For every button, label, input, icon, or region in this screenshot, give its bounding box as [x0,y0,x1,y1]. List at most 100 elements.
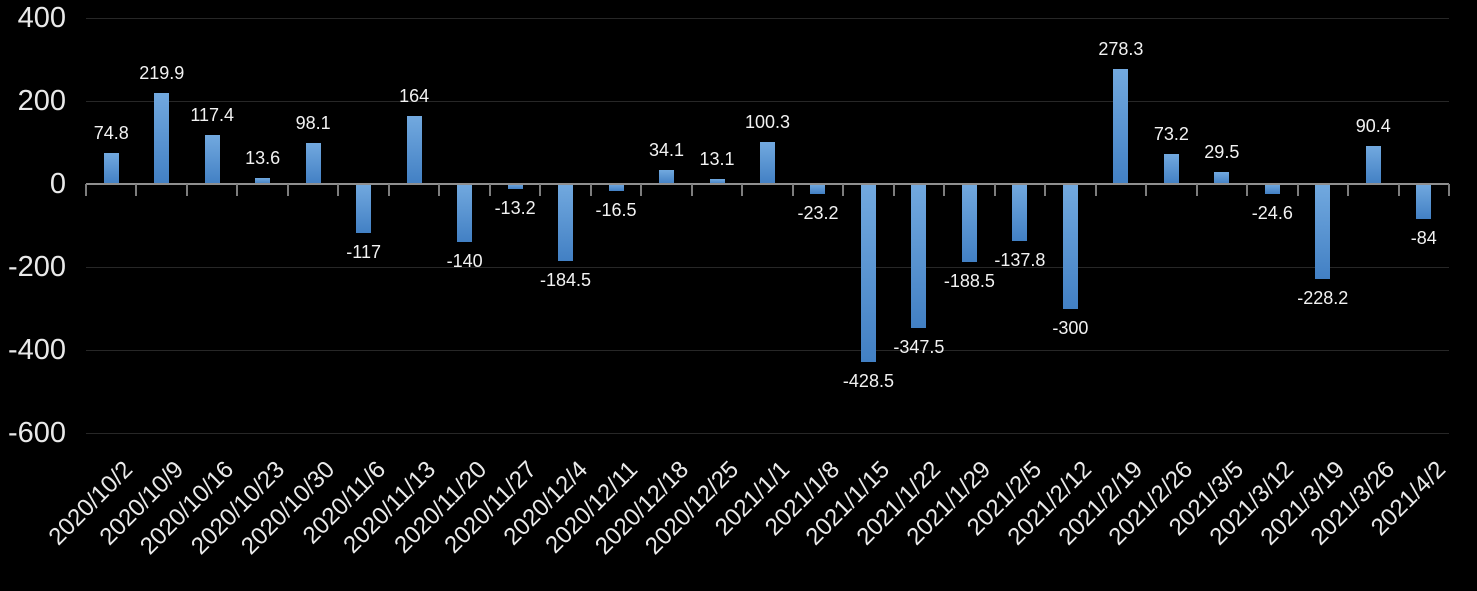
bar[interactable] [558,184,574,261]
bar[interactable] [810,184,826,194]
category-tick [1297,184,1299,196]
category-tick [792,184,794,196]
category-tick [1044,184,1046,196]
category-tick [236,184,238,196]
category-tick [388,184,390,196]
bar-data-label: -13.2 [494,198,536,219]
bar[interactable] [1214,171,1230,184]
category-tick [590,184,592,196]
bar-data-label: -16.5 [595,199,637,220]
category-tick [943,184,945,196]
bar[interactable] [356,184,372,233]
category-tick [1448,184,1450,196]
bar-data-label: -117 [346,241,381,262]
category-tick [842,184,844,196]
bar-data-label: 219.9 [139,62,185,83]
bar-data-label: 278.3 [1098,38,1144,59]
bar[interactable] [911,184,927,329]
bar[interactable] [1062,184,1078,309]
category-tick [186,184,188,196]
bar-data-label: -24.6 [1251,203,1293,224]
y-gridline [86,433,1449,434]
zero-axis-line [86,183,1449,185]
bar-data-label: 29.5 [1204,141,1240,162]
bar-data-label: -188.5 [943,271,995,292]
bar[interactable] [608,184,624,191]
bar[interactable] [659,169,675,184]
bar[interactable] [204,135,220,184]
category-tick [337,184,339,196]
y-axis-tick-label: 200 [17,85,66,117]
bar[interactable] [1365,146,1381,184]
category-tick [85,184,87,196]
category-tick [1347,184,1349,196]
category-tick [539,184,541,196]
y-axis-tick-label: 400 [17,2,66,34]
bar[interactable] [709,178,725,184]
bar[interactable] [1315,184,1331,279]
bar-data-label: 164 [399,85,430,106]
category-tick [741,184,743,196]
category-tick [1398,184,1400,196]
bar[interactable] [103,152,119,184]
bar[interactable] [1163,153,1179,184]
bar-data-label: -347.5 [893,337,945,358]
category-tick [893,184,895,196]
bar-data-label: 13.1 [699,148,735,169]
bar-data-label: -428.5 [842,370,894,391]
bar-data-label: 74.8 [93,122,129,143]
bar-data-label: 117.4 [190,105,235,126]
bar[interactable] [457,184,473,243]
bar[interactable] [1416,184,1432,219]
bar-data-label: 100.3 [744,112,791,133]
y-axis-tick-label: -200 [7,251,66,283]
bar-data-label: 13.6 [245,148,281,169]
category-tick [691,184,693,196]
bar[interactable] [305,143,321,184]
bar-data-label: -23.2 [797,202,839,223]
bar-data-label: -228.2 [1297,287,1349,308]
y-gridline [86,267,1449,268]
y-axis-tick-label: -400 [7,334,66,366]
bar[interactable] [1264,184,1280,195]
bar-data-label: -300 [1052,317,1089,338]
bar-data-label: 98.1 [295,113,331,134]
bar-data-label: 34.1 [649,139,685,160]
category-tick [135,184,137,196]
y-axis-tick-label: -600 [7,417,66,449]
bar[interactable] [507,184,523,190]
category-tick [489,184,491,196]
bar[interactable] [154,92,170,184]
category-tick [1196,184,1198,196]
y-gridline [86,350,1449,351]
bar-data-label: -184.5 [540,269,592,290]
category-tick [1145,184,1147,196]
bar-data-label: -137.8 [994,250,1046,271]
category-tick [438,184,440,196]
bar[interactable] [255,178,271,184]
bar[interactable] [406,115,422,184]
bar[interactable] [760,142,775,184]
bar[interactable] [860,184,876,362]
category-tick [994,184,996,196]
category-tick [640,184,642,196]
bar-data-label: -84 [1410,227,1437,248]
bar-data-label: 90.4 [1355,116,1391,137]
category-tick [1246,184,1248,196]
bar[interactable] [1113,68,1129,184]
y-axis-tick-label: 0 [49,168,66,200]
bar-data-label: 73.2 [1153,123,1189,144]
bar-data-label: -140 [446,251,483,272]
y-gridline [86,101,1449,102]
bar[interactable] [961,184,977,263]
category-tick [1095,184,1097,196]
bar[interactable] [1012,184,1028,242]
y-gridline [86,18,1449,19]
